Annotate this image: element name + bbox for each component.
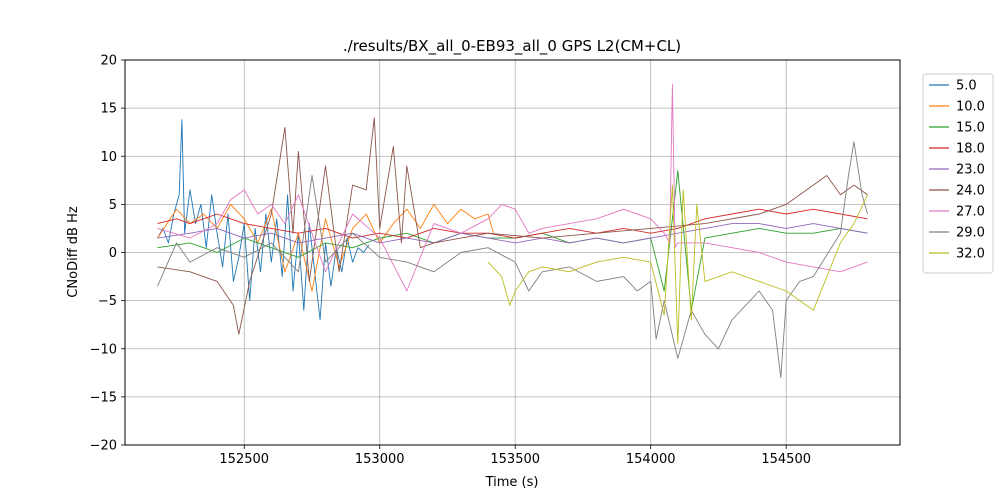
x-tick-label: 152500: [219, 452, 269, 467]
plot-series: [157, 83, 868, 379]
series-line-24-0: [157, 117, 868, 335]
legend-label: 5.0: [956, 79, 977, 94]
series-line-18-0: [157, 208, 868, 239]
series-line-5-0: [157, 119, 370, 321]
legend-label: 29.0: [956, 226, 985, 241]
y-tick-label: −5: [98, 294, 117, 309]
legend-label: 32.0: [956, 247, 985, 262]
x-tick-label: 153000: [355, 452, 405, 467]
y-tick-label: 15: [100, 102, 117, 117]
legend-label: 18.0: [956, 142, 985, 157]
y-tick-label: 5: [109, 198, 117, 213]
legend-box: [922, 73, 994, 274]
axis-ticks: 152500 153000 153500 154000 154500 −20 −15 −10 −…: [90, 54, 811, 468]
legend: 5.0 10.0 15.0 18.0 23.0 24.0 27.0 29.0 32.0: [922, 73, 994, 274]
y-tick-label: −15: [90, 390, 117, 405]
y-tick-label: −10: [90, 342, 117, 357]
legend-label: 27.0: [956, 205, 985, 220]
legend-label: 15.0: [956, 121, 985, 136]
y-tick-label: 0: [109, 246, 117, 261]
y-tick-label: −20: [90, 439, 117, 454]
series-line-10-0: [157, 203, 494, 292]
legend-label: 10.0: [956, 100, 985, 115]
y-tick-label: 10: [100, 150, 117, 165]
y-tick-label: 20: [100, 54, 117, 69]
series-line-27-0: [157, 83, 868, 292]
x-tick-label: 154500: [761, 452, 811, 467]
legend-label: 23.0: [956, 163, 985, 178]
x-tick-label: 154000: [626, 452, 676, 467]
legend-label: 24.0: [956, 184, 985, 199]
x-tick-label: 153500: [490, 452, 540, 467]
chart-title: ./results/BX_all_0-EB93_all_0 GPS L2(CM+…: [343, 37, 681, 56]
series-line-23-0: [157, 223, 868, 244]
y-axis-label: CNoDiff dB Hz: [66, 206, 81, 298]
x-axis-label: Time (s): [485, 475, 539, 490]
series-line-32-0: [487, 184, 868, 345]
